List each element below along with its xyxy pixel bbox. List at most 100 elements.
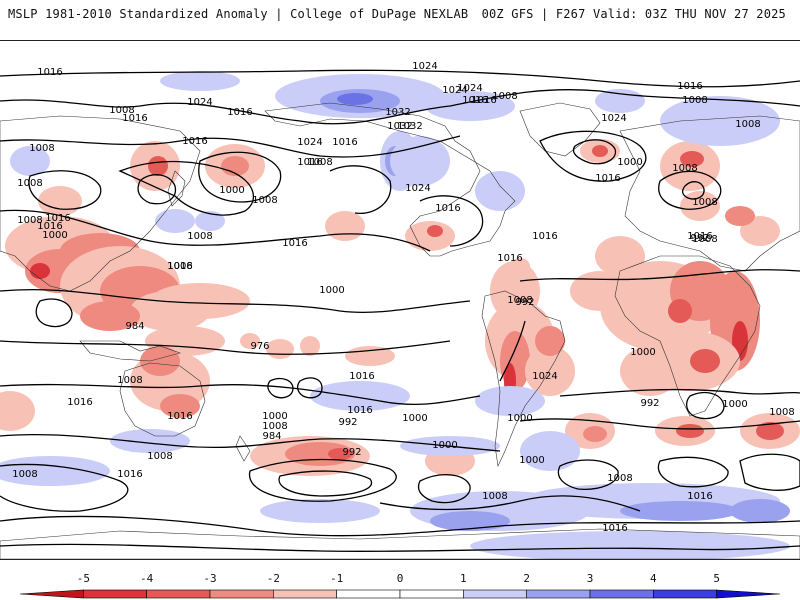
positive-anomaly-area bbox=[260, 499, 380, 523]
isobar-contour bbox=[419, 195, 484, 247]
colorbar-segment bbox=[526, 589, 591, 599]
colorbar-segment bbox=[19, 589, 84, 599]
isobar-contour bbox=[681, 181, 705, 200]
isobar-label: 1016 bbox=[67, 397, 92, 408]
coastlines bbox=[0, 102, 800, 559]
negative-anomaly-area bbox=[150, 283, 250, 319]
isobar-contour bbox=[329, 165, 392, 215]
isobar-label: 1008 bbox=[147, 451, 172, 462]
isobar-label: 1016 bbox=[687, 491, 712, 502]
isobar-label: 1000 bbox=[262, 411, 287, 422]
negative-anomaly-area bbox=[0, 391, 35, 431]
isobar-label: 1008 bbox=[252, 195, 277, 206]
isobar-label: 1016 bbox=[471, 95, 496, 106]
negative-anomaly-area bbox=[725, 206, 755, 226]
isobar-label: 1008 bbox=[507, 295, 532, 306]
isobar-contour bbox=[35, 298, 73, 328]
isobar-contour bbox=[519, 418, 800, 430]
colorbar-segment bbox=[589, 589, 654, 599]
isobar-label: 1008 bbox=[769, 407, 794, 418]
isobar-label: 1016 bbox=[677, 81, 702, 92]
isobar-label: 1008 bbox=[672, 163, 697, 174]
positive-anomaly-area bbox=[620, 501, 740, 521]
colorbar-tick-label: -3 bbox=[203, 572, 216, 585]
isobar-contour bbox=[658, 170, 722, 210]
isobar-contour bbox=[278, 470, 373, 497]
isobar-label: 1000 bbox=[42, 230, 67, 241]
coastline bbox=[481, 290, 566, 468]
isobar-label: 1016 bbox=[435, 203, 460, 214]
positive-anomaly-area bbox=[475, 386, 545, 416]
isobar-contour bbox=[539, 130, 647, 182]
isobar-contour bbox=[0, 434, 501, 452]
isobar-label: 1008 bbox=[187, 231, 212, 242]
isobar-label: 1000 bbox=[630, 347, 655, 358]
negative-anomaly-area bbox=[160, 394, 200, 418]
negative-anomaly-area bbox=[583, 426, 607, 442]
isobar-label: 1016 bbox=[687, 231, 712, 242]
isobar-contour bbox=[0, 515, 800, 537]
map-panel: 1016 1024 1008 1016 1016 1008 1016 1024 1024 1016… bbox=[0, 40, 800, 560]
isobar-contour bbox=[0, 209, 431, 252]
colorbar-segment bbox=[209, 589, 274, 599]
negative-anomaly-area bbox=[740, 216, 780, 246]
negative-anomaly-area bbox=[510, 258, 530, 274]
negative-anomaly-area bbox=[592, 145, 608, 157]
colorbar-segment bbox=[653, 589, 717, 599]
isobar-label: 1016 bbox=[117, 469, 142, 480]
isobar-contour bbox=[0, 543, 800, 553]
negative-anomaly-area bbox=[620, 346, 680, 396]
coastline bbox=[0, 115, 201, 292]
positive-anomaly-area bbox=[160, 71, 240, 91]
positive-anomaly-area bbox=[730, 499, 790, 523]
colorbar-tick-label: 3 bbox=[587, 572, 594, 585]
positive-anomaly-shading bbox=[0, 71, 790, 559]
isobar-contour bbox=[296, 377, 323, 399]
negative-anomaly-shading bbox=[0, 139, 800, 476]
isobar-label: 1008 bbox=[492, 91, 517, 102]
isobar-contour bbox=[0, 340, 451, 355]
isobar-contour bbox=[248, 458, 397, 502]
isobar-label: 1000 bbox=[722, 399, 747, 410]
isobar-label: 1008 bbox=[117, 375, 142, 386]
positive-anomaly-area bbox=[470, 531, 790, 559]
isobar-label: 1016 bbox=[182, 136, 207, 147]
isobar-label: 1016 bbox=[602, 523, 627, 534]
colorbar-tick-label: -4 bbox=[140, 572, 154, 585]
isobar-label: 1016 bbox=[595, 173, 620, 184]
positive-anomaly-area bbox=[595, 89, 645, 113]
isobar-contour bbox=[28, 170, 102, 210]
colorbar-tick-label: 1 bbox=[460, 572, 467, 585]
isobar-label: 1016 bbox=[462, 95, 487, 106]
positive-anomaly-area bbox=[337, 93, 373, 105]
isobar-label: 1000 bbox=[219, 185, 244, 196]
title-bar: MSLP 1981-2010 Standardized Anomaly | Co… bbox=[0, 0, 800, 28]
isobar-label: 1024 bbox=[457, 83, 482, 94]
isobar-label: 1016 bbox=[227, 107, 252, 118]
colorbar-tick-label: 2 bbox=[523, 572, 530, 585]
colorbar-segment bbox=[83, 589, 147, 599]
negative-anomaly-area bbox=[325, 211, 365, 241]
isobar-label: 1008 bbox=[307, 157, 332, 168]
negative-anomaly-area bbox=[525, 346, 575, 396]
isobar-label: 1016 bbox=[297, 157, 322, 168]
isobar-contour bbox=[559, 388, 800, 397]
isobar-label: 1008 bbox=[607, 473, 632, 484]
isobar-label: 992 bbox=[515, 297, 534, 308]
negative-anomaly-area bbox=[300, 336, 320, 356]
isobar-contour bbox=[137, 174, 177, 205]
isobar-label: 1016 bbox=[532, 231, 557, 242]
isobar-contour bbox=[267, 377, 294, 399]
colorbar-segment bbox=[716, 589, 781, 599]
isobar-label: 1008 bbox=[29, 143, 54, 154]
isobar-label: 984 bbox=[262, 431, 281, 442]
isobar-label: 1016 bbox=[167, 411, 192, 422]
positive-anomaly-area bbox=[425, 91, 515, 121]
isobar-label: 976 bbox=[250, 341, 269, 352]
isobar-label: 1008 bbox=[262, 421, 287, 432]
negative-anomaly-area bbox=[140, 346, 180, 376]
isobar-label: 1016 bbox=[37, 221, 62, 232]
isobar-label: 1016 bbox=[349, 371, 374, 382]
isobar-label: 1032 bbox=[387, 121, 412, 132]
